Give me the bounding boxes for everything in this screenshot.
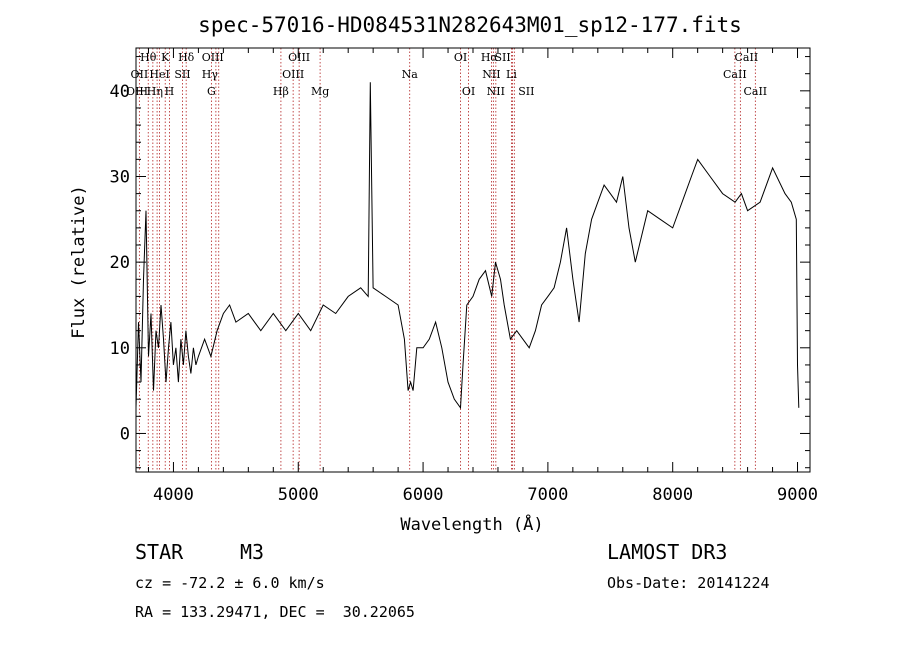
y-tick-label: 20 bbox=[110, 253, 130, 273]
line-marker-label: Mg bbox=[311, 85, 329, 98]
spectral-subclass: M3 bbox=[240, 540, 265, 564]
line-marker-label: Hγ bbox=[202, 68, 219, 81]
x-axis-label: Wavelength (Å) bbox=[400, 513, 543, 535]
line-marker-label: OI bbox=[462, 85, 475, 98]
line-marker-label: Hδ bbox=[178, 51, 195, 64]
emission-line-markers bbox=[138, 48, 756, 472]
x-tick-label: 7000 bbox=[527, 485, 568, 505]
line-marker-label: OII bbox=[131, 68, 149, 81]
x-tick-label: 8000 bbox=[652, 485, 693, 505]
line-marker-label: SII bbox=[518, 85, 534, 98]
line-marker-label: OI bbox=[454, 51, 467, 64]
line-marker-label: H bbox=[165, 85, 175, 98]
line-marker-label: Li bbox=[506, 68, 517, 81]
line-marker-label: OIII bbox=[282, 68, 304, 81]
line-marker-label: CaII bbox=[743, 85, 767, 98]
redshift-text: cz = -72.2 ± 6.0 km/s bbox=[135, 574, 325, 592]
obs-date-text: Obs-Date: 20141224 bbox=[607, 574, 770, 592]
spectrum-line bbox=[135, 82, 800, 410]
y-axis: 0 10 20 30 40 bbox=[110, 56, 810, 469]
x-tick-label: 5000 bbox=[278, 485, 319, 505]
line-marker-label: CaII bbox=[723, 68, 747, 81]
x-axis: 4000 5000 6000 7000 8000 9000 bbox=[147, 48, 818, 505]
chart-title: spec-57016-HD084531N282643M01_sp12-177.f… bbox=[198, 13, 742, 37]
line-marker-label: G bbox=[207, 85, 216, 98]
line-marker-label: OIII bbox=[288, 51, 310, 64]
line-marker-label: CaII bbox=[735, 51, 759, 64]
line-marker-label: K bbox=[161, 51, 170, 64]
coords-text: RA = 133.29471, DEC = 30.22065 bbox=[135, 603, 415, 621]
y-axis-label: Flux (relative) bbox=[69, 185, 89, 339]
x-tick-label: 6000 bbox=[403, 485, 444, 505]
line-marker-label: SII bbox=[494, 51, 510, 64]
survey-name: LAMOST DR3 bbox=[607, 540, 728, 564]
x-tick-label: 9000 bbox=[777, 485, 818, 505]
y-tick-label: 40 bbox=[110, 82, 130, 102]
y-tick-label: 30 bbox=[110, 167, 130, 187]
line-marker-label: HeI bbox=[149, 68, 169, 81]
plot-frame bbox=[135, 47, 811, 473]
line-marker-label: Hβ bbox=[273, 85, 289, 98]
line-marker-label: NII bbox=[487, 85, 505, 98]
x-tick-label: 4000 bbox=[153, 485, 194, 505]
object-type: STAR bbox=[135, 540, 184, 564]
line-marker-label: NII bbox=[482, 68, 500, 81]
line-marker-label: SII bbox=[174, 68, 190, 81]
y-tick-label: 10 bbox=[110, 339, 130, 359]
line-marker-label: Hη bbox=[147, 85, 163, 98]
y-tick-label: 0 bbox=[120, 424, 130, 444]
line-marker-label: OIII bbox=[126, 85, 148, 98]
line-marker-label: OIII bbox=[202, 51, 224, 64]
line-marker-label: Na bbox=[402, 68, 419, 81]
line-marker-label: Hα bbox=[481, 51, 499, 64]
line-marker-label: Hθ bbox=[140, 51, 157, 64]
